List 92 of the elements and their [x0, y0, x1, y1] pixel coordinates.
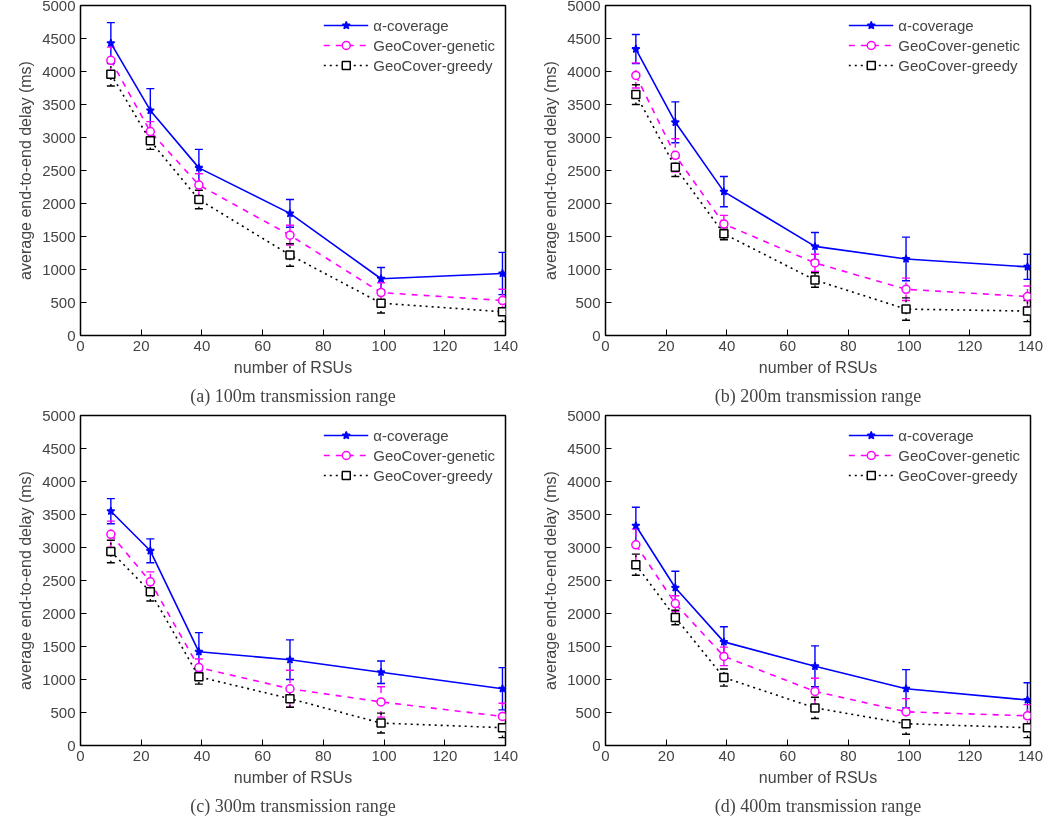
- x-tick-label: 20: [132, 336, 150, 354]
- y-tick-label: 2000: [42, 194, 76, 212]
- x-tick-label: 140: [1017, 746, 1044, 764]
- x-tick-label: 100: [896, 746, 922, 764]
- y-tick-label: 4500: [42, 29, 76, 47]
- y-tick-label: 4000: [42, 62, 76, 80]
- x-axis-title: number of RSUs: [758, 358, 878, 376]
- y-tick-label: 2500: [42, 571, 76, 589]
- y-tick-label: 3500: [42, 95, 76, 113]
- x-tick-label: 20: [657, 746, 675, 764]
- y-tick-label: 1000: [42, 260, 76, 278]
- text: (d) 400m transmission range: [714, 795, 922, 817]
- legend-label: GeoCover-genetic: [373, 446, 495, 464]
- x-axis-title: number of RSUs: [233, 358, 353, 376]
- y-tick-label: 5000: [567, 406, 601, 424]
- legend-label: GeoCover-greedy: [373, 56, 493, 74]
- y-tick-label: 1500: [567, 637, 601, 655]
- y-tick-label: 5000: [567, 0, 601, 14]
- y-tick-label: 4500: [567, 439, 601, 457]
- y-axis-title: average end-to-end delay (ms): [542, 61, 560, 280]
- legend-label: GeoCover-greedy: [373, 466, 493, 484]
- y-tick-label: 2000: [567, 194, 601, 212]
- text: (b) 200m transmission range: [714, 385, 922, 407]
- y-axis-title: average end-to-end delay (ms): [542, 471, 560, 690]
- text: (a) 100m transmission range: [190, 385, 396, 407]
- y-tick-label: 500: [575, 293, 601, 311]
- y-tick-label: 1000: [567, 260, 601, 278]
- y-axis-title: average end-to-end delay (ms): [17, 61, 35, 280]
- y-tick-label: 4000: [567, 472, 601, 490]
- x-tick-label: 60: [254, 746, 271, 764]
- x-tick-label: 80: [840, 746, 857, 764]
- x-tick-label: 100: [371, 746, 397, 764]
- x-tick-label: 140: [492, 336, 519, 354]
- y-tick-label: 4500: [567, 29, 601, 47]
- x-tick-label: 40: [193, 746, 211, 764]
- legend-label: α-coverage: [898, 16, 974, 34]
- y-tick-label: 2500: [567, 571, 601, 589]
- x-tick-label: 40: [193, 336, 211, 354]
- y-tick-label: 500: [575, 703, 601, 721]
- x-tick-label: 40: [718, 336, 736, 354]
- x-tick-label: 60: [779, 336, 796, 354]
- y-tick-label: 3500: [567, 95, 601, 113]
- legend-label: α-coverage: [898, 426, 974, 444]
- y-tick-label: 1000: [42, 670, 76, 688]
- x-tick-label: 80: [315, 746, 332, 764]
- x-tick-label: 20: [657, 336, 675, 354]
- y-tick-label: 3000: [567, 128, 601, 146]
- y-tick-label: 1500: [42, 227, 76, 245]
- y-tick-label: 4000: [42, 472, 76, 490]
- y-tick-label: 500: [50, 293, 76, 311]
- y-tick-label: 2000: [567, 604, 601, 622]
- legend-label: GeoCover-genetic: [373, 36, 495, 54]
- x-axis-title: number of RSUs: [233, 768, 353, 786]
- y-tick-label: 3500: [567, 505, 601, 523]
- x-tick-label: 20: [132, 746, 150, 764]
- y-tick-label: 2000: [42, 604, 76, 622]
- x-tick-label: 60: [779, 746, 796, 764]
- x-tick-label: 120: [957, 336, 983, 354]
- legend-label: GeoCover-greedy: [898, 466, 1018, 484]
- x-tick-label: 100: [896, 336, 922, 354]
- x-tick-label: 40: [718, 746, 736, 764]
- y-tick-label: 1500: [567, 227, 601, 245]
- legend-label: GeoCover-greedy: [898, 56, 1018, 74]
- x-tick-label: 100: [371, 336, 397, 354]
- legend-label: α-coverage: [373, 426, 449, 444]
- y-tick-label: 3000: [42, 128, 76, 146]
- y-tick-label: 500: [50, 703, 76, 721]
- y-tick-label: 1500: [42, 637, 76, 655]
- y-tick-label: 3000: [42, 538, 76, 556]
- x-tick-label: 140: [1017, 336, 1044, 354]
- y-tick-label: 2500: [567, 161, 601, 179]
- y-tick-label: 3500: [42, 505, 76, 523]
- legend-label: GeoCover-genetic: [898, 446, 1020, 464]
- y-axis-title: average end-to-end delay (ms): [17, 471, 35, 690]
- x-tick-label: 60: [254, 336, 271, 354]
- x-tick-label: 120: [432, 336, 458, 354]
- x-tick-label: 120: [957, 746, 983, 764]
- x-axis-title: number of RSUs: [758, 768, 878, 786]
- y-tick-label: 2500: [42, 161, 76, 179]
- y-tick-label: 5000: [42, 0, 76, 14]
- y-tick-label: 4000: [567, 62, 601, 80]
- x-tick-label: 120: [432, 746, 458, 764]
- x-tick-label: 80: [840, 336, 857, 354]
- y-tick-label: 3000: [567, 538, 601, 556]
- y-tick-label: 5000: [42, 406, 76, 424]
- legend-label: GeoCover-genetic: [898, 36, 1020, 54]
- x-tick-label: 80: [315, 336, 332, 354]
- text: (c) 300m transmission range: [190, 795, 396, 817]
- legend-label: α-coverage: [373, 16, 449, 34]
- y-tick-label: 1000: [567, 670, 601, 688]
- x-tick-label: 140: [492, 746, 519, 764]
- y-tick-label: 4500: [42, 439, 76, 457]
